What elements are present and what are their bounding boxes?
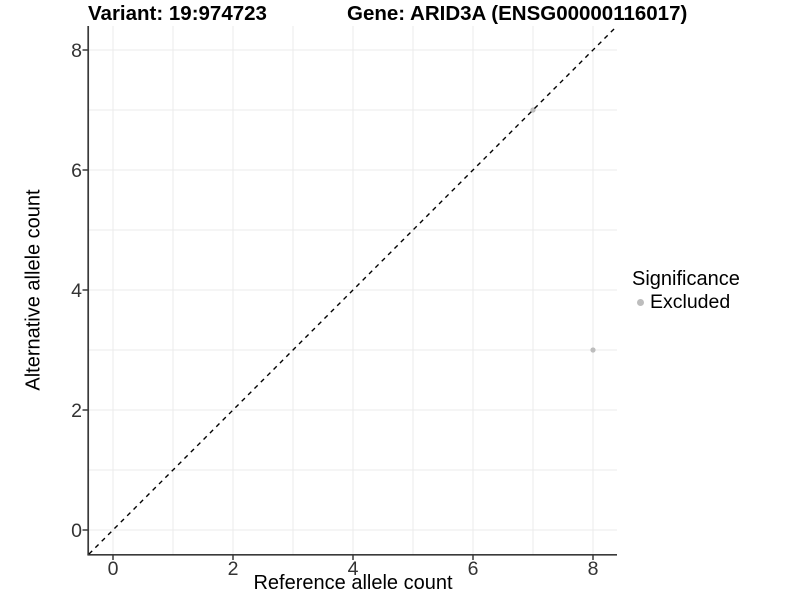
x-axis-title: Reference allele count [253,572,453,594]
legend-title: Significance [632,268,740,290]
legend: Significance Excluded [632,268,740,314]
x-tick-label: 2 [228,558,239,580]
identity-dashed-line [88,25,618,555]
legend-item: Excluded [632,291,740,314]
data-point [590,347,596,353]
legend-dot-icon [637,299,644,306]
y-tick-label: 2 [71,400,82,422]
y-axis-title: Alternative allele count [22,189,45,391]
legend-items: Excluded [632,291,740,314]
x-tick-label: 8 [588,558,599,580]
y-tick-label: 6 [71,160,82,182]
x-tick-label: 4 [348,558,359,580]
x-tick-label: 0 [108,558,119,580]
variant-title: Variant: 19:974723 [88,2,267,25]
y-tick-label: 0 [71,520,82,542]
y-tick-label: 4 [71,280,82,302]
y-tick-label: 8 [71,40,82,62]
gene-title: Gene: ARID3A (ENSG00000116017) [347,2,688,25]
legend-item-label: Excluded [650,291,731,313]
data-point [530,107,536,113]
x-tick-label: 6 [468,558,479,580]
